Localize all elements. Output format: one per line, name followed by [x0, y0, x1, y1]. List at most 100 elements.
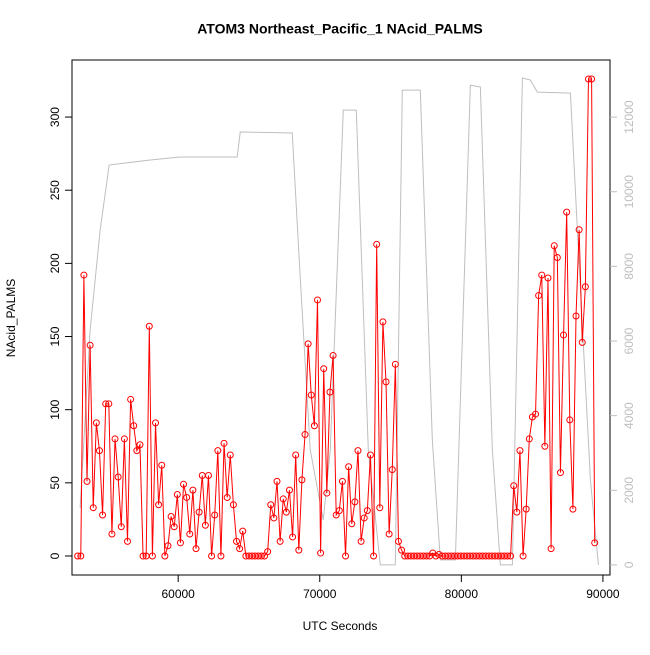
point-marker — [578, 338, 586, 346]
point-marker — [167, 512, 175, 520]
y2-tick-label: 10000 — [622, 175, 636, 209]
point-marker — [519, 552, 527, 560]
point-marker — [133, 447, 141, 455]
point-marker — [525, 435, 533, 443]
y-tick-label: 0 — [48, 552, 62, 559]
point-marker — [326, 388, 334, 396]
point-marker — [553, 254, 561, 262]
point-marker — [370, 552, 378, 560]
point-marker — [373, 240, 381, 248]
point-marker — [584, 75, 592, 83]
point-marker — [226, 451, 234, 459]
point-marker — [351, 498, 359, 506]
point-marker — [114, 473, 122, 481]
point-marker — [357, 537, 365, 545]
point-marker — [317, 549, 325, 557]
point-marker — [173, 491, 181, 499]
point-marker — [388, 466, 396, 474]
point-marker — [123, 537, 131, 545]
point-marker — [320, 365, 328, 373]
point-marker — [522, 505, 530, 513]
point-marker — [105, 400, 113, 408]
point-marker — [538, 271, 546, 279]
point-marker — [257, 552, 265, 560]
point-marker — [80, 271, 88, 279]
point-marker — [161, 552, 169, 560]
point-marker — [120, 435, 128, 443]
point-marker — [572, 312, 580, 320]
point-marker — [74, 552, 82, 560]
point-marker — [233, 537, 241, 545]
point-marker — [117, 523, 125, 531]
point-marker — [345, 463, 353, 471]
point-marker — [217, 552, 225, 560]
point-marker — [581, 283, 589, 291]
point-marker — [111, 435, 119, 443]
point-marker — [391, 360, 399, 368]
point-marker — [229, 501, 237, 509]
point-marker — [264, 548, 272, 556]
point-marker — [86, 341, 94, 349]
point-marker — [544, 274, 552, 282]
y2-tick-label: 8000 — [622, 253, 636, 280]
y-tick-label: 250 — [48, 180, 62, 200]
series-line — [77, 78, 596, 557]
point-marker — [556, 469, 564, 477]
point-marker — [398, 546, 406, 554]
point-marker — [127, 395, 135, 403]
point-marker — [95, 447, 103, 455]
point-marker — [516, 447, 524, 455]
point-marker — [183, 493, 191, 501]
point-marker — [588, 75, 596, 83]
point-marker — [335, 507, 343, 515]
point-marker — [285, 486, 293, 494]
point-marker — [279, 495, 287, 503]
point-marker — [563, 208, 571, 216]
point-marker — [130, 422, 138, 430]
point-marker — [360, 514, 368, 522]
point-marker — [276, 537, 284, 545]
point-marker — [108, 530, 116, 538]
point-marker — [136, 441, 144, 449]
point-marker — [195, 508, 203, 516]
y-tick-label: 50 — [48, 476, 62, 490]
chart-title: ATOM3 Northeast_Pacific_1 NAcid_PALMS — [197, 21, 483, 37]
point-marker — [152, 419, 160, 427]
x-tick-label: 60000 — [161, 587, 195, 601]
point-marker — [211, 511, 219, 519]
point-marker — [145, 322, 153, 330]
plot-frame — [71, 59, 611, 576]
point-marker — [532, 410, 540, 418]
point-marker — [236, 545, 244, 553]
point-marker — [155, 501, 163, 509]
point-marker — [83, 477, 91, 485]
point-marker — [204, 472, 212, 480]
point-marker — [338, 477, 346, 485]
point-marker — [208, 552, 216, 560]
y-tick-label: 300 — [48, 107, 62, 127]
point-marker — [214, 447, 222, 455]
point-marker — [99, 511, 107, 519]
point-marker — [329, 352, 337, 360]
point-marker — [591, 539, 599, 547]
point-marker — [301, 431, 309, 439]
x-tick-label: 70000 — [303, 587, 337, 601]
point-marker — [560, 331, 568, 339]
point-marker — [342, 552, 350, 560]
y2-tick-label: 2000 — [622, 477, 636, 504]
point-marker — [201, 521, 209, 529]
point-marker — [304, 340, 312, 348]
y2-tick-label: 0 — [622, 561, 636, 568]
point-marker — [89, 504, 97, 512]
y2-tick-label: 6000 — [622, 327, 636, 354]
point-marker — [292, 451, 300, 459]
y-axis-label: NAcid_PALMS — [4, 279, 18, 357]
y-tick-label: 100 — [48, 399, 62, 419]
x-tick-label: 90000 — [586, 587, 620, 601]
point-marker — [186, 530, 194, 538]
y-tick-label: 150 — [48, 326, 62, 346]
point-marker — [385, 530, 393, 538]
point-marker — [569, 505, 577, 513]
point-marker — [307, 391, 315, 399]
